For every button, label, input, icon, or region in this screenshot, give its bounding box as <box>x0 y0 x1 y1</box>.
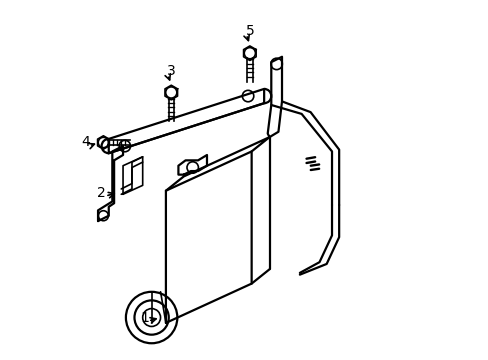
Text: 3: 3 <box>166 64 175 78</box>
Text: 4: 4 <box>81 135 90 149</box>
Text: 1: 1 <box>140 311 149 324</box>
Text: 5: 5 <box>245 24 254 38</box>
Text: 2: 2 <box>97 185 106 199</box>
